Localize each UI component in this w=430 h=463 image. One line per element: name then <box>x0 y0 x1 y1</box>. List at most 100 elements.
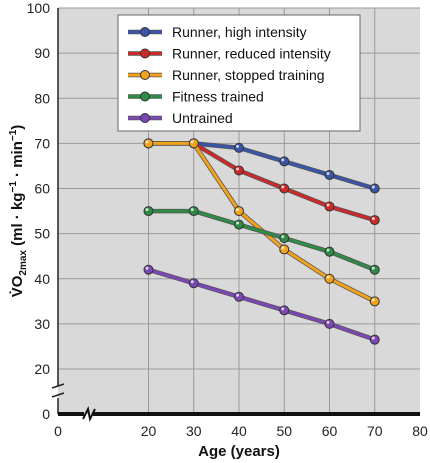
data-point-highlight-0-2 <box>236 144 239 148</box>
legend-label-4: Untrained <box>172 110 233 126</box>
data-point-highlight-1-5 <box>371 217 375 221</box>
data-point-4-3 <box>279 305 290 316</box>
data-point-4-5 <box>369 334 380 345</box>
data-point-highlight-3-4 <box>326 248 330 252</box>
data-point-highlight-2-3 <box>281 246 285 250</box>
legend-label-3: Fitness trained <box>172 89 264 105</box>
y-tick-label-80: 80 <box>34 90 50 106</box>
data-point-0-4 <box>324 169 335 180</box>
legend-label-0: Runner, high intensity <box>172 24 307 40</box>
data-point-4-4 <box>324 318 335 329</box>
y-axis-title-exp1: −1 <box>8 181 19 193</box>
data-point-highlight-0-3 <box>281 158 285 162</box>
data-point-4-2 <box>234 291 244 302</box>
legend-swatch-marker-1 <box>140 48 150 59</box>
data-point-2-4 <box>324 273 335 284</box>
data-point-3-0 <box>143 206 154 217</box>
y-tick-label-60: 60 <box>34 181 50 197</box>
y-axis-title-main: V̇O <box>9 275 26 297</box>
y-tick-label-50: 50 <box>34 226 50 242</box>
series-line-3 <box>148 209 376 272</box>
data-point-highlight-2-2 <box>236 208 239 212</box>
y-axis-title-exp2: −1 <box>8 129 19 141</box>
x-tick-label-40: 40 <box>231 423 247 439</box>
legend: Runner, high intensity Runner, reduced in… <box>117 14 361 132</box>
legend-label-2: Runner, stopped training <box>172 67 325 83</box>
x-tick-label-60: 60 <box>322 423 338 439</box>
x-tick-label-80: 80 <box>412 423 428 439</box>
legend-swatch-marker-4 <box>140 113 150 123</box>
y-axis-title: V̇O2max (ml · kg−1 · min−1) <box>8 125 29 298</box>
tick-labels: 0 20 30 40 50 60 70 80 0 20 30 40 50 60 70 80 90 100 <box>27 0 428 439</box>
data-point-4-1 <box>188 278 199 289</box>
legend-label-1: Runner, reduced intensity <box>172 46 331 62</box>
data-point-highlight-2-5 <box>371 298 375 302</box>
y-axis-break-mark <box>51 383 65 398</box>
data-point-2-1 <box>188 138 199 149</box>
data-point-highlight-2-4 <box>326 275 330 279</box>
data-point-3-1 <box>188 206 199 217</box>
data-point-3-4 <box>324 246 335 257</box>
x-axis-title: Age (years) <box>198 443 280 460</box>
data-point-highlight-1-2 <box>236 167 239 171</box>
x-tick-label-50: 50 <box>276 423 292 439</box>
data-point-highlight-4-0 <box>145 266 149 270</box>
data-point-4-0 <box>143 264 154 275</box>
data-point-0-3 <box>279 156 290 167</box>
series-line-4 <box>148 268 376 342</box>
series-4 <box>143 264 380 345</box>
data-point-highlight-2-0 <box>145 140 149 144</box>
data-point-highlight-3-5 <box>371 266 375 270</box>
series-3 <box>143 206 380 275</box>
y-tick-label-30: 30 <box>34 316 50 332</box>
axes <box>51 8 420 423</box>
data-point-0-2 <box>234 142 244 153</box>
data-point-1-4 <box>324 201 335 212</box>
data-point-highlight-0-4 <box>326 171 330 175</box>
legend-item-3: Fitness trained <box>128 89 264 105</box>
y-axis-title-close: ) <box>9 125 26 130</box>
legend-swatch-marker-2 <box>140 70 150 80</box>
y-tick-label-70: 70 <box>34 135 50 151</box>
legend-swatch-marker-0 <box>140 27 150 37</box>
data-point-highlight-4-1 <box>190 280 194 284</box>
legend-item-0: Runner, high intensity <box>128 24 307 40</box>
x-tick-label-0: 0 <box>54 423 62 439</box>
x-tick-label-30: 30 <box>186 423 202 439</box>
data-point-highlight-4-4 <box>326 320 330 324</box>
y-axis-title-sub: 2max <box>18 250 29 276</box>
data-point-3-3 <box>279 233 290 244</box>
data-point-3-5 <box>369 264 380 275</box>
x-tick-label-20: 20 <box>141 423 157 439</box>
data-point-highlight-3-2 <box>236 221 239 225</box>
y-tick-label-40: 40 <box>34 271 50 287</box>
data-point-2-3 <box>279 244 290 255</box>
legend-item-4: Untrained <box>128 110 233 126</box>
y-tick-label-0: 0 <box>42 406 50 422</box>
data-point-1-3 <box>279 183 290 194</box>
data-point-highlight-4-5 <box>371 336 375 340</box>
y-tick-label-100: 100 <box>27 0 51 16</box>
x-axis-break-mark <box>82 405 96 423</box>
data-point-3-2 <box>234 219 244 230</box>
x-tick-label-70: 70 <box>367 423 383 439</box>
data-point-highlight-2-1 <box>190 140 194 144</box>
data-point-0-5 <box>369 183 380 194</box>
data-point-highlight-3-0 <box>145 208 149 212</box>
series-layer <box>143 138 380 345</box>
data-point-highlight-1-4 <box>326 203 330 207</box>
data-point-highlight-0-5 <box>371 185 375 189</box>
legend-item-2: Runner, stopped training <box>128 67 325 83</box>
data-point-highlight-3-1 <box>190 208 194 212</box>
svg-text:V̇O2max (ml · kg−1 · min−1): V̇O2max (ml · kg−1 · min−1) <box>8 125 29 298</box>
y-axis-title-mid: · min <box>9 141 26 181</box>
legend-box <box>117 14 361 132</box>
y-tick-label-20: 20 <box>34 361 50 377</box>
legend-item-1: Runner, reduced intensity <box>128 46 331 62</box>
data-point-highlight-3-3 <box>281 235 285 239</box>
legend-swatch-marker-3 <box>140 91 150 102</box>
data-point-highlight-4-2 <box>236 293 239 297</box>
data-point-2-2 <box>234 206 244 217</box>
data-point-1-2 <box>234 165 244 176</box>
